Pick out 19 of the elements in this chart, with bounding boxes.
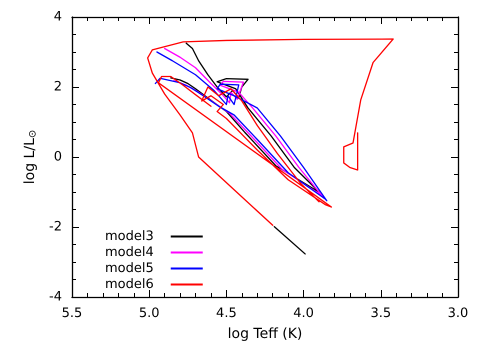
legend-label: model6 — [105, 277, 154, 292]
y-tick-label: 4 — [54, 10, 62, 24]
x-tick-label: 3.5 — [370, 306, 392, 321]
legend-label: model3 — [105, 229, 154, 244]
x-tick-label: 4.0 — [293, 306, 314, 321]
y-tick-label: -4 — [49, 290, 62, 304]
x-tick-label: 5.5 — [62, 306, 82, 321]
x-tick-label: 3.0 — [448, 306, 468, 321]
x-tick-label: 4.5 — [216, 306, 237, 321]
x-axis-title: log Teff (K) — [228, 326, 302, 342]
line-series — [158, 76, 332, 208]
line-series — [147, 38, 394, 226]
x-tick-label: 5.0 — [138, 306, 160, 321]
legend-label: model4 — [105, 245, 154, 260]
y-tick-label: 2 — [54, 80, 62, 94]
y-tick-label: 0 — [54, 150, 62, 164]
y-axis-title: log L/L⊙ — [22, 130, 38, 184]
y-tick-label: -2 — [49, 220, 62, 234]
legend-label: model5 — [105, 261, 154, 276]
